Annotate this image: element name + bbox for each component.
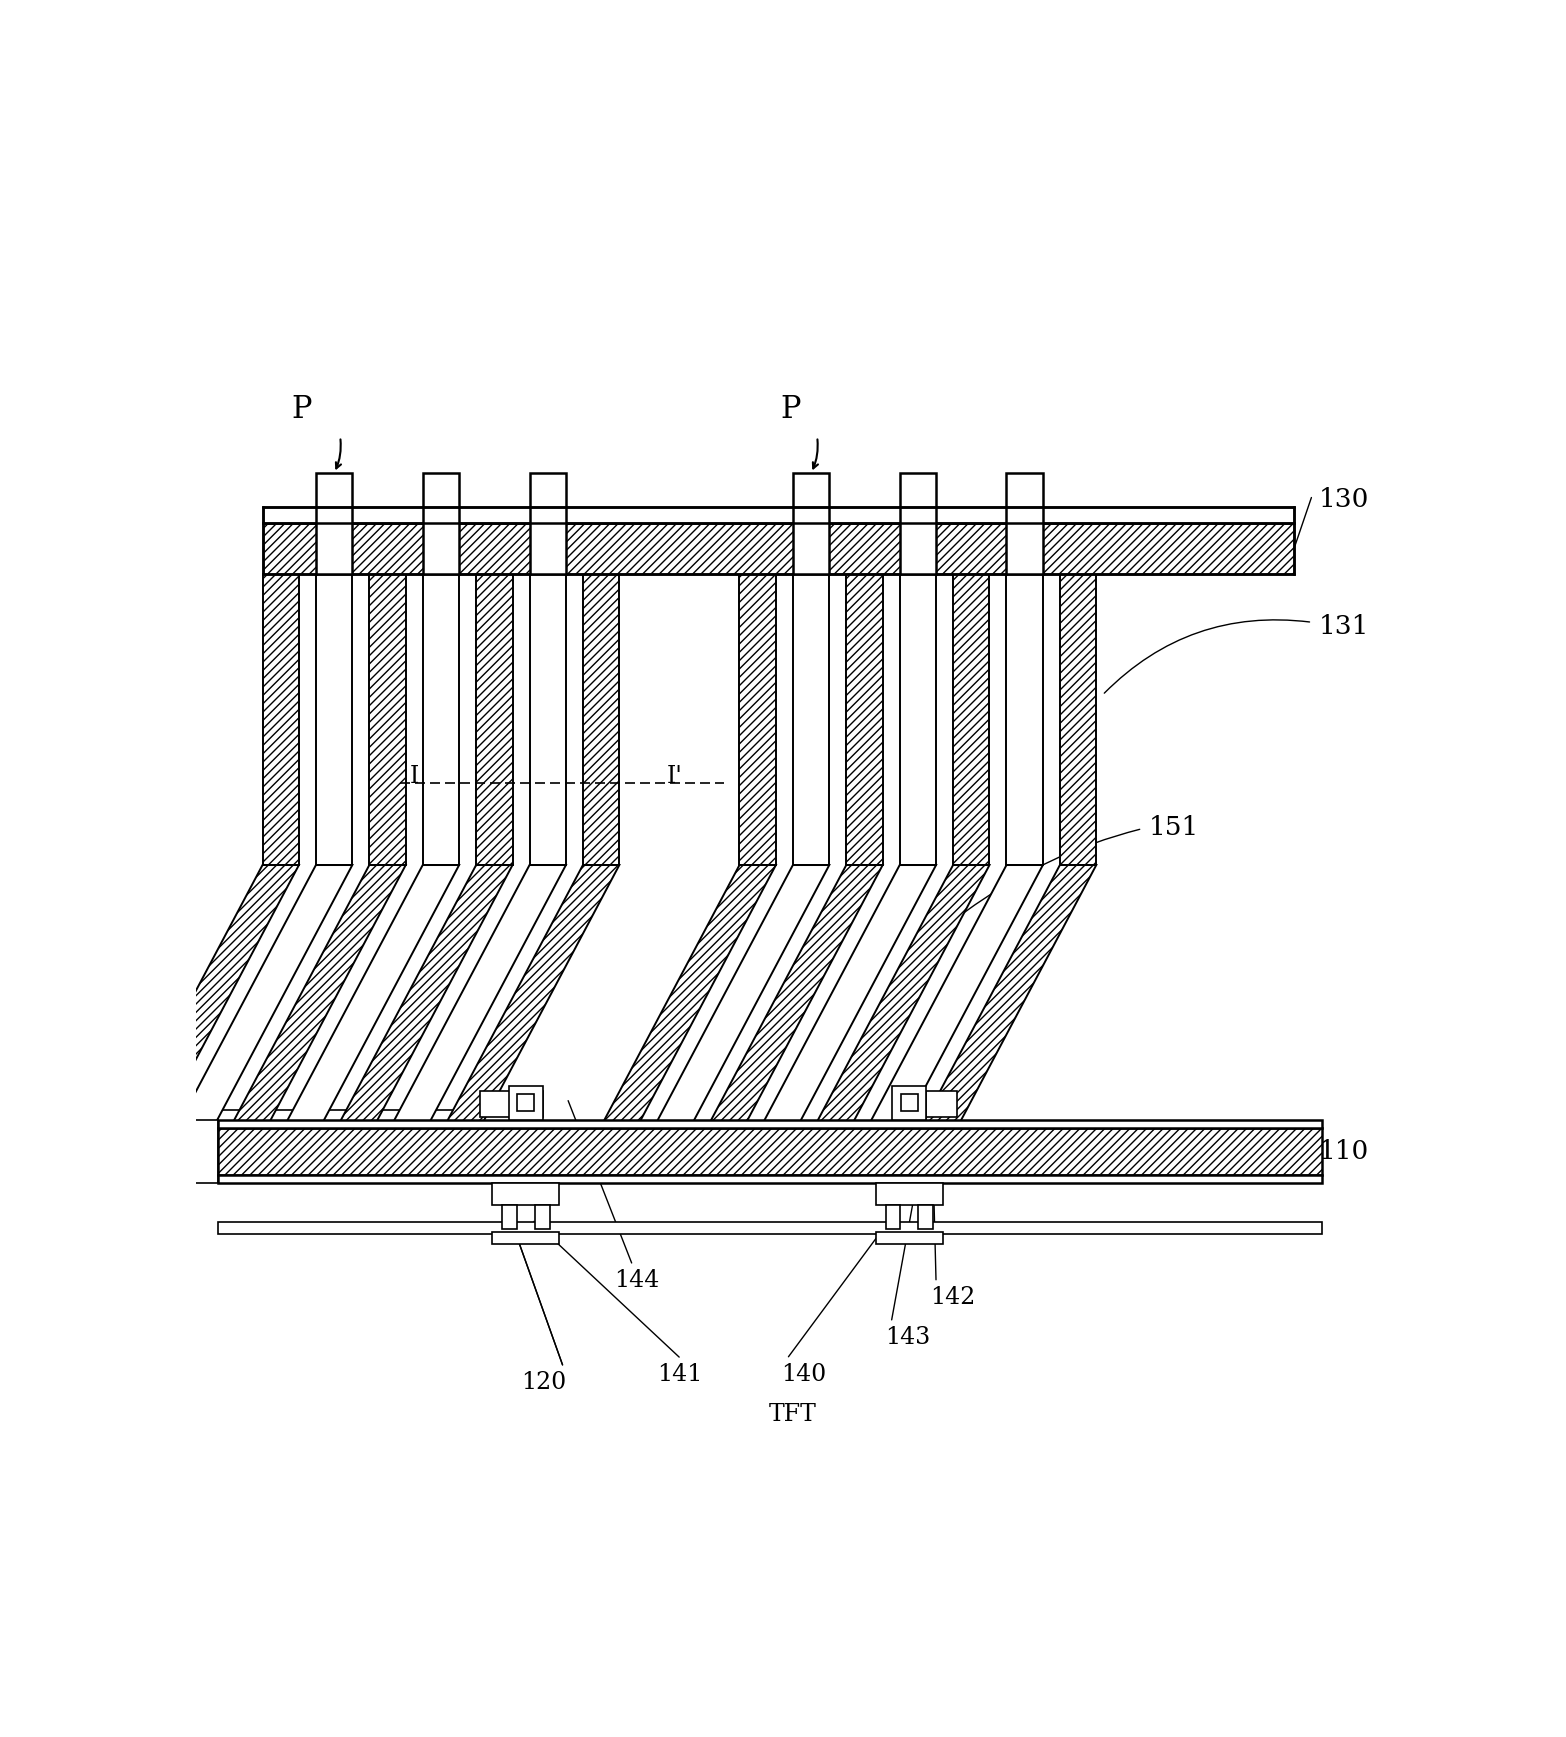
Bar (316, 504, 352, 573)
Polygon shape (739, 573, 775, 865)
Bar (536, 1205, 550, 1230)
Bar (492, 1183, 559, 1205)
Polygon shape (283, 865, 459, 1129)
Polygon shape (124, 865, 299, 1129)
Text: 130: 130 (1319, 486, 1369, 512)
Bar (919, 1205, 933, 1230)
Bar (316, 472, 352, 507)
Text: P: P (291, 394, 312, 426)
Bar (172, 1183, 188, 1256)
Polygon shape (476, 573, 512, 865)
Polygon shape (316, 573, 352, 865)
Bar (1007, 504, 1043, 573)
Text: TFT: TFT (769, 1403, 816, 1426)
Bar (899, 472, 936, 507)
Polygon shape (230, 865, 406, 1129)
Bar (792, 472, 830, 507)
Polygon shape (653, 865, 830, 1129)
Polygon shape (899, 573, 936, 865)
Bar (218, 1221, 1322, 1233)
Bar (529, 472, 565, 507)
Bar (886, 1205, 900, 1230)
Polygon shape (443, 865, 619, 1129)
Polygon shape (813, 865, 990, 1129)
Bar (509, 1086, 543, 1120)
Polygon shape (760, 865, 936, 1129)
Bar (792, 504, 830, 573)
Polygon shape (529, 573, 565, 865)
Polygon shape (370, 573, 406, 865)
Bar (423, 472, 459, 507)
Text: 151: 151 (1148, 815, 1198, 839)
Polygon shape (423, 573, 459, 865)
Text: 143: 143 (885, 1327, 930, 1350)
Bar (893, 1086, 927, 1120)
Bar (517, 1094, 534, 1112)
Bar (503, 1205, 517, 1230)
Bar (1007, 472, 1043, 507)
Bar (218, 1129, 1322, 1174)
Polygon shape (868, 865, 1043, 1129)
Text: 144: 144 (614, 1270, 659, 1292)
Text: P: P (781, 394, 802, 426)
Bar (492, 1232, 559, 1244)
Polygon shape (792, 573, 830, 865)
Polygon shape (390, 865, 565, 1129)
Bar (423, 504, 459, 573)
Text: 142: 142 (930, 1287, 976, 1310)
Text: 110: 110 (1319, 1139, 1369, 1164)
Polygon shape (337, 865, 512, 1129)
Bar (875, 1183, 943, 1205)
Bar (479, 1091, 543, 1117)
Bar (900, 1094, 918, 1112)
Bar (927, 1091, 957, 1117)
Polygon shape (921, 865, 1096, 1129)
Text: I: I (409, 764, 418, 787)
Bar (218, 1174, 1322, 1183)
Text: 131: 131 (1319, 615, 1369, 639)
Bar (899, 504, 936, 573)
Bar (218, 1120, 1322, 1129)
Bar (172, 1120, 218, 1183)
Bar (263, 523, 1294, 573)
Polygon shape (600, 865, 775, 1129)
Text: 141: 141 (658, 1364, 702, 1386)
Polygon shape (583, 573, 619, 865)
Text: 120: 120 (521, 1370, 567, 1395)
Bar (875, 1232, 943, 1244)
Bar (529, 504, 565, 573)
Polygon shape (846, 573, 883, 865)
Polygon shape (954, 573, 990, 865)
Text: 140: 140 (781, 1364, 825, 1386)
Polygon shape (1060, 573, 1096, 865)
Polygon shape (706, 865, 883, 1129)
Polygon shape (177, 865, 352, 1129)
Bar (124, 1110, 479, 1133)
Polygon shape (1007, 573, 1043, 865)
Polygon shape (263, 573, 299, 865)
Text: I': I' (667, 764, 683, 787)
Bar (263, 507, 1294, 523)
